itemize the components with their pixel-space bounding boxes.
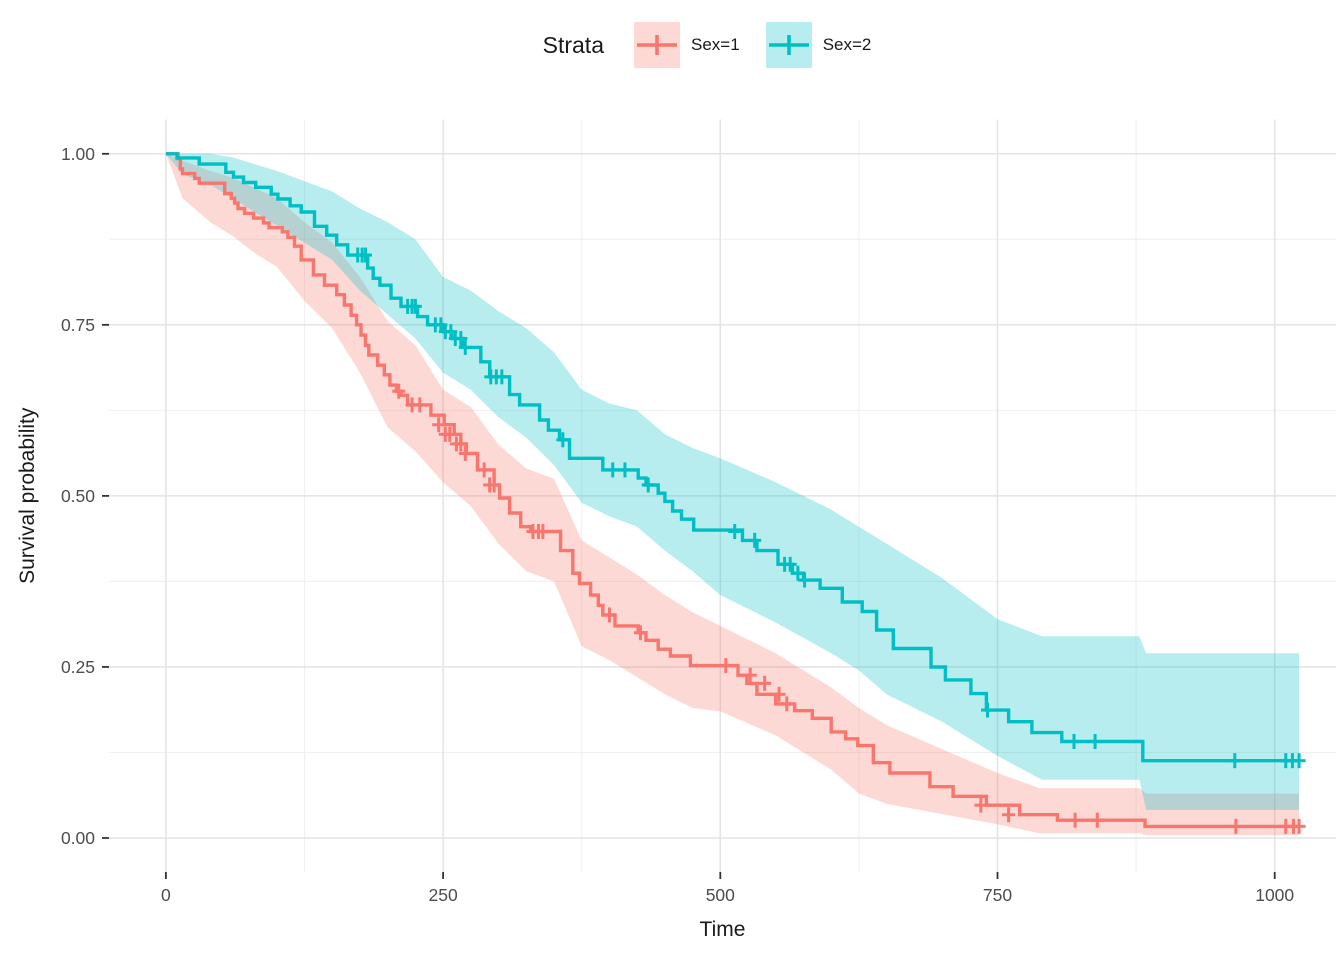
y-tick-label: 0.00: [61, 828, 95, 848]
x-tick-label: 750: [983, 885, 1012, 905]
censor-marks-sex1: [392, 383, 1306, 834]
survival-curve-sex2: [165, 152, 1300, 763]
y-axis-title: Survival probability: [16, 407, 39, 584]
y-tick-label: 0.50: [61, 486, 95, 506]
y-tick-label: 0.75: [61, 315, 95, 335]
x-tick-label: 0: [161, 885, 171, 905]
x-axis-title: Time: [700, 918, 746, 941]
gridlines-major: [109, 119, 1336, 872]
x-tick-label: 500: [706, 885, 735, 905]
x-tick-label: 250: [428, 885, 457, 905]
x-tick-label: 1000: [1255, 885, 1294, 905]
ci-band-sex2: [165, 153, 1300, 810]
gridlines-minor: [109, 119, 1336, 872]
y-tick-label: 1.00: [61, 144, 95, 164]
censor-marks-sex2: [351, 247, 1306, 769]
x-tick-labels: 0 250 500 750 1000: [161, 885, 1294, 905]
ci-band-sex1: [165, 153, 1300, 836]
axis-ticks: [102, 152, 1276, 879]
y-tick-label: 0.25: [61, 657, 95, 677]
y-tick-labels: 0.00 0.25 0.50 0.75 1.00: [61, 144, 95, 848]
